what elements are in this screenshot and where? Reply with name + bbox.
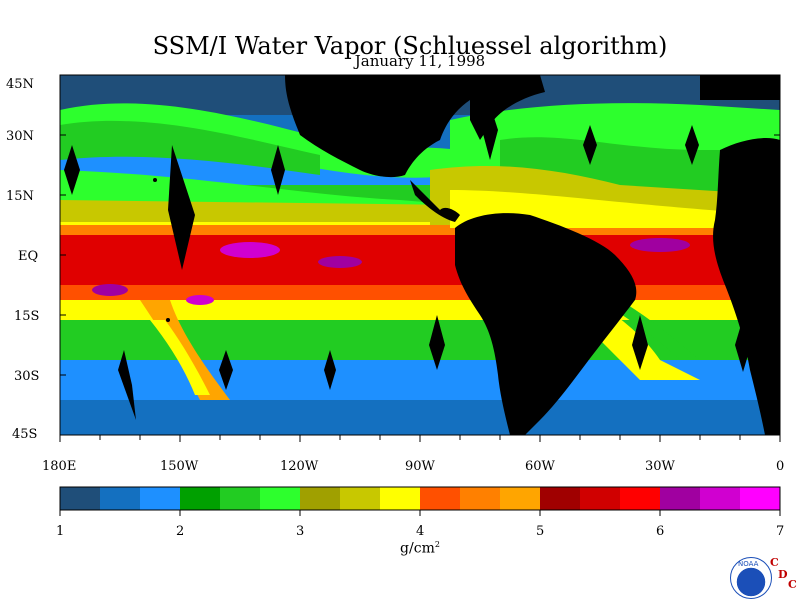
cdc-letter-d: D xyxy=(778,568,788,581)
map-title: SSM/I Water Vapor (Schluessel algorithm) xyxy=(152,32,668,60)
water-vapor-map xyxy=(60,75,780,435)
colorbar-segment xyxy=(220,487,261,510)
colorbar-segment xyxy=(140,487,181,510)
colorbar-segment xyxy=(420,487,461,510)
colorbar-segment xyxy=(340,487,381,510)
lat-label-45s: 45S xyxy=(12,427,37,442)
colorbar-tick-4: 4 xyxy=(416,524,424,539)
noaa-logo-text: NOAA xyxy=(738,560,759,568)
unit-base: g/cm xyxy=(400,540,435,557)
cdc-letter-c1: C xyxy=(770,556,779,569)
colorbar-tick-5: 5 xyxy=(536,524,544,539)
colorbar-segment xyxy=(460,487,501,510)
lon-label-120w: 120W xyxy=(280,459,319,474)
colorbar-tick-6: 6 xyxy=(656,524,664,539)
colorbar-tick-1: 1 xyxy=(56,524,64,539)
colorbar-tick-2: 2 xyxy=(176,524,184,539)
cdc-letter-c2: C xyxy=(788,578,797,591)
colorbar-segment xyxy=(620,487,661,510)
colorbar-segment xyxy=(180,487,221,510)
colorbar-segment xyxy=(260,487,301,510)
colorbar-segment xyxy=(740,487,781,510)
lon-label-30w: 30W xyxy=(645,459,676,474)
lat-label-15n: 15N xyxy=(6,189,34,204)
lon-label-180e: 180E xyxy=(42,459,76,474)
colorbar-segment xyxy=(580,487,621,510)
colorbar-tick-7: 7 xyxy=(776,524,784,539)
unit-superscript: 2 xyxy=(434,540,440,549)
latitude-ticks xyxy=(60,74,780,436)
colorbar-tick-3: 3 xyxy=(296,524,304,539)
colorbar-segment xyxy=(700,487,741,510)
colorbar-segment xyxy=(100,487,141,510)
lat-label-15s: 15S xyxy=(14,309,39,324)
map-date: January 11, 1998 xyxy=(354,52,486,70)
longitude-ticks xyxy=(59,435,781,442)
lon-label-150w: 150W xyxy=(160,459,199,474)
lat-label-45n: 45N xyxy=(6,77,34,92)
colorbar xyxy=(60,487,781,510)
noaa-logo-icon xyxy=(730,557,772,599)
colorbar-segment xyxy=(660,487,701,510)
colorbar-segment xyxy=(540,487,581,510)
lon-label-0: 0 xyxy=(776,459,784,474)
colorbar-ticks xyxy=(59,510,781,516)
colorbar-segment xyxy=(300,487,341,510)
lon-label-90w: 90W xyxy=(405,459,436,474)
lat-label-30s: 30S xyxy=(14,369,39,384)
lat-label-eq: EQ xyxy=(18,249,38,264)
colorbar-unit: g/cm2 xyxy=(370,540,470,557)
colorbar-segment xyxy=(60,487,101,510)
lon-label-60w: 60W xyxy=(525,459,556,474)
colorbar-segment xyxy=(380,487,421,510)
lat-label-30n: 30N xyxy=(6,129,34,144)
colorbar-segment xyxy=(500,487,541,510)
